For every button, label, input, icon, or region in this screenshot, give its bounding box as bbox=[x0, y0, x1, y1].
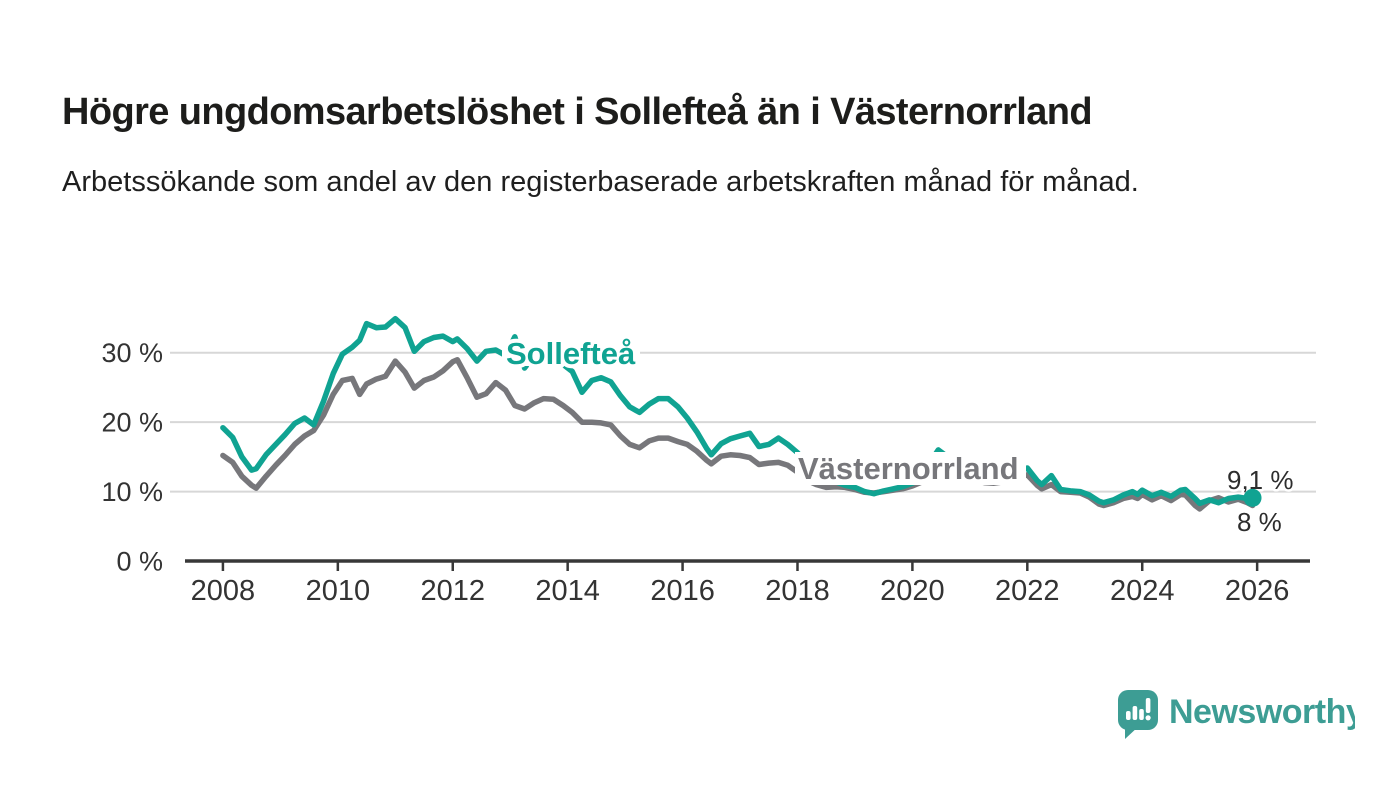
series-label-solleftea: Sollefteå bbox=[506, 336, 636, 371]
chart-subtitle: Arbetssökande som andel av den registerb… bbox=[62, 166, 1139, 198]
newsworthy-wordmark: Newsworthy bbox=[1169, 693, 1355, 731]
y-axis-tick-label: 20 % bbox=[101, 408, 163, 438]
x-axis-tick-label: 2022 bbox=[995, 575, 1060, 607]
series-end-dot bbox=[1243, 488, 1262, 507]
end-value-label-solleftea: 9,1 % bbox=[1227, 465, 1294, 495]
x-axis-tick-label: 2024 bbox=[1110, 575, 1175, 607]
page-title: Högre ungdomsarbetslöshet i Sollefteå än… bbox=[62, 91, 1093, 134]
x-axis-tick-label: 2018 bbox=[765, 575, 830, 607]
series-label-halo bbox=[502, 341, 640, 366]
end-value-label-vasternorrland: 8 % bbox=[1237, 507, 1282, 537]
y-axis-tick-label: 0 % bbox=[116, 547, 163, 577]
newsworthy-speech-bubble-bar-chart-icon bbox=[1118, 690, 1158, 739]
series-label-halo bbox=[795, 452, 1026, 485]
series-line-solleftea bbox=[220, 315, 1256, 507]
x-axis-tick-label: 2026 bbox=[1225, 575, 1290, 607]
x-axis-tick-label: 2016 bbox=[650, 575, 715, 607]
x-axis-tick-label: 2014 bbox=[535, 575, 600, 607]
x-axis-tick-label: 2012 bbox=[420, 575, 485, 607]
x-axis-tick-label: 2010 bbox=[306, 575, 371, 607]
series-label-vasternorrland: Västernorrland bbox=[798, 451, 1019, 486]
y-axis-tick-label: 10 % bbox=[101, 477, 163, 507]
x-axis-tick-label: 2008 bbox=[191, 575, 256, 607]
newsworthy-logo: Newsworthy bbox=[1118, 690, 1355, 739]
x-axis-tick-label: 2020 bbox=[880, 575, 945, 607]
y-axis-tick-label: 30 % bbox=[101, 338, 163, 368]
